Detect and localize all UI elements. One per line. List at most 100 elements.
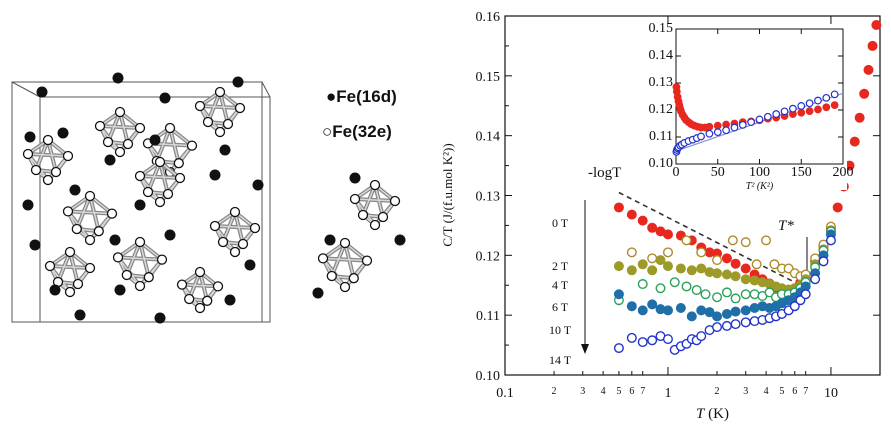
fe32e-atom (164, 122, 176, 134)
cluster-bond-highlight (119, 111, 129, 145)
fe4-cluster (112, 236, 168, 292)
data-point (721, 320, 732, 331)
main-y-tick-label: 0.12 (476, 249, 501, 264)
data-point (681, 281, 692, 292)
fe4-cluster (349, 179, 401, 231)
legend-fe16d-label: Fe(16d) (336, 87, 397, 106)
data-point (626, 265, 637, 276)
data-point (740, 237, 751, 248)
series-10t (613, 229, 836, 322)
inset-y-tick-label: 0.14 (649, 48, 674, 63)
fe32e-atom (72, 278, 84, 290)
data-point (761, 235, 772, 246)
data-point (655, 255, 666, 266)
crystal-structure-drawing (11, 72, 406, 324)
data-point (637, 305, 648, 316)
data-point (740, 305, 751, 316)
main-y-tick-label: 0.10 (476, 369, 501, 384)
fe16d-atom (324, 234, 336, 246)
fe16d-atom (164, 229, 176, 241)
data-point (626, 209, 637, 220)
data-point (647, 253, 658, 264)
fe32e-atom (234, 102, 246, 114)
inset-x-tick-label: 100 (749, 165, 770, 180)
fe32e-atom (64, 246, 76, 258)
fe32e-atom (339, 281, 351, 293)
fe32e-atom (389, 195, 401, 207)
fe32e-atom (194, 100, 206, 112)
fe32e-atom (84, 190, 96, 202)
data-point (740, 263, 751, 274)
logT-guide-line (618, 191, 799, 285)
data-point (749, 289, 760, 300)
fe32e-atom (173, 158, 184, 169)
fe16d-atom (112, 72, 124, 84)
main-x-tick-label: 1 (664, 386, 671, 401)
fe32e-atom (156, 254, 168, 265)
cluster-bond-highlight (139, 241, 150, 278)
inset-data-point (705, 122, 714, 131)
fe32e-atom (176, 279, 188, 290)
inset-data-point (730, 123, 739, 132)
fe16d-atom (22, 199, 34, 211)
main-y-tick-label: 0.13 (476, 190, 501, 205)
fe32e-atom (102, 136, 114, 148)
data-point (740, 289, 751, 300)
fe16d-atom (394, 234, 406, 246)
fe32e-atom (209, 220, 221, 232)
data-point (662, 334, 673, 345)
data-point (613, 261, 624, 272)
cluster-bond-highlight (354, 198, 396, 202)
series-2t (626, 221, 836, 282)
fe4-cluster (194, 86, 246, 138)
data-point (730, 271, 741, 282)
fe32e-atom (357, 209, 369, 221)
legend-fe32e-symbol: ○ (322, 122, 333, 141)
cluster-bond-highlight (234, 211, 244, 245)
fe16d-atom (57, 127, 69, 139)
fe32e-atom (229, 246, 241, 258)
fe4-cluster (317, 237, 373, 293)
cluster-bond-highlight (169, 127, 180, 164)
cluster-bond-highlight (49, 265, 91, 269)
data-point (681, 235, 692, 246)
data-point (712, 268, 723, 279)
field-arrow-head (581, 344, 589, 354)
fe16d-atom (244, 259, 256, 271)
data-point (789, 301, 800, 312)
fe32e-atom (377, 211, 389, 223)
fe32e-atom (369, 219, 381, 231)
cluster-bond-highlight (47, 139, 57, 173)
fe16d-atom (149, 134, 161, 146)
cluster-bond-highlight (374, 184, 384, 218)
fe4-cluster (22, 134, 74, 186)
fe16d-atom (159, 92, 171, 104)
data-point (818, 256, 829, 267)
data-point (849, 136, 860, 147)
legend-fe32e: ○Fe(32e) (322, 122, 392, 142)
fe32e-atom (326, 270, 337, 282)
main-y-tick-label: 0.11 (476, 309, 500, 324)
data-point (662, 305, 673, 316)
fe32e-atom (217, 236, 229, 248)
inset-data-point (755, 115, 764, 124)
data-point (712, 292, 723, 303)
data-point (662, 247, 673, 258)
unit-cell-box (11, 81, 271, 323)
data-point (832, 202, 843, 213)
fe32e-atom (84, 234, 96, 246)
data-point (637, 215, 648, 226)
inset-data-point (697, 132, 705, 141)
field-label: 14 T (549, 353, 572, 367)
field-label: 0 T (552, 216, 569, 230)
data-point (721, 287, 732, 298)
fe32e-atom (202, 295, 213, 306)
fe32e-atom (134, 236, 146, 248)
legend-fe16d-symbol: ● (326, 87, 337, 106)
data-point (721, 253, 732, 264)
inset-x-tick-label: 200 (833, 165, 854, 180)
inset-chart: 0.10 0.11 0.12 0.13 0.14 0.15 0 50 100 150 200 T² (… (649, 21, 854, 192)
inset-data-point (763, 112, 772, 121)
fe32e-atom (143, 272, 154, 283)
cluster-bond-highlight (89, 195, 100, 232)
